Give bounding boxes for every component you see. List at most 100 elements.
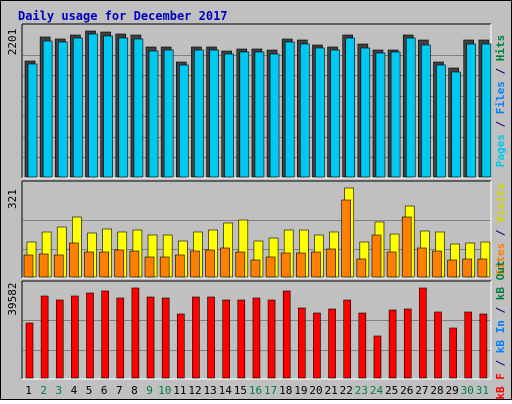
x-tick-label: 11	[173, 384, 186, 397]
chart-title: Daily usage for December 2017	[18, 9, 228, 23]
x-tick-label: 3	[56, 384, 63, 397]
bar-files	[194, 49, 204, 178]
bar-kbytes	[328, 308, 336, 379]
panel-sites: 321 Sites / Visits	[6, 180, 507, 279]
bar-sites	[144, 256, 155, 278]
bar-sites	[401, 216, 412, 278]
bar-kbytes	[282, 290, 291, 379]
x-tick-label: 13	[203, 384, 216, 397]
bar-sites	[205, 249, 215, 278]
bar-files	[42, 40, 53, 178]
x-tick-label: 26	[400, 384, 413, 397]
bar-files	[421, 44, 431, 178]
x-tick-label: 31	[476, 384, 489, 397]
bar-files	[57, 41, 68, 178]
bar-kbytes	[434, 311, 442, 379]
bar-sites	[356, 258, 367, 278]
bar-kbytes	[298, 307, 306, 379]
bar-files	[269, 53, 280, 178]
bar-files	[436, 64, 446, 178]
bar-files	[300, 43, 310, 178]
bar-kbytes	[25, 322, 34, 379]
x-tick-label: 20	[309, 384, 322, 397]
bar-sites	[38, 253, 49, 278]
bar-sites	[23, 254, 34, 278]
legend-hits: Pages / Files / Hits	[494, 35, 507, 168]
x-tick-label: 30	[461, 384, 474, 397]
bar-files	[88, 33, 98, 178]
bar-sites	[53, 254, 64, 278]
bar-files	[481, 43, 492, 178]
bar-sites	[280, 252, 291, 278]
x-tick-label: 21	[325, 384, 338, 397]
bar-files	[103, 35, 113, 178]
legend-sites: Sites / Visits	[494, 183, 507, 276]
x-tick-label: 14	[219, 384, 233, 397]
bar-kbytes	[358, 312, 367, 379]
legend-entry: /	[494, 353, 507, 373]
bar-kbytes	[252, 297, 261, 379]
bar-files	[148, 50, 159, 178]
legend-entry: /	[494, 300, 507, 320]
bar-sites	[326, 248, 336, 278]
bar-sites	[84, 251, 94, 278]
bar-files	[284, 41, 295, 178]
legend-kbytes: kB F / kB In / kB Out	[494, 260, 507, 399]
bar-files	[375, 52, 386, 178]
bar-kbytes	[146, 296, 155, 379]
legend-entry: /	[494, 61, 507, 81]
bar-kbytes	[116, 297, 125, 379]
bar-sites	[311, 251, 321, 278]
bar-files	[118, 37, 129, 178]
y-max-label-kbytes: 39582	[6, 282, 19, 315]
bar-sites	[190, 250, 200, 278]
bar-files	[27, 63, 38, 178]
bar-kbytes	[403, 308, 412, 379]
bar-files	[466, 43, 477, 178]
bar-kbytes	[388, 309, 397, 379]
bar-kbytes	[419, 287, 427, 379]
bar-kbytes	[86, 292, 94, 379]
bar-kbytes	[267, 299, 276, 379]
bar-files	[224, 53, 234, 178]
bar-kbytes	[71, 295, 79, 379]
legend-entry: Sites	[494, 243, 507, 276]
x-tick-label: 5	[86, 384, 93, 397]
legend-entry: /	[494, 223, 507, 243]
legend-entry: Visits	[494, 183, 507, 223]
x-tick-label: 24	[370, 384, 384, 397]
legend-entry: kB Out	[494, 260, 507, 300]
legend-entry: kB F	[494, 373, 507, 399]
x-tick-label: 19	[294, 384, 307, 397]
bar-sites	[462, 258, 473, 278]
bar-sites	[250, 259, 261, 278]
bar-files	[209, 49, 219, 178]
bar-files	[239, 51, 250, 178]
bar-kbytes	[479, 313, 488, 379]
x-tick-label: 16	[249, 384, 262, 397]
bar-sites	[371, 234, 382, 278]
bar-kbytes	[101, 290, 109, 379]
bar-sites	[159, 256, 170, 278]
legend-entry: Files	[494, 81, 507, 114]
bar-files	[178, 64, 189, 178]
bar-sites	[477, 258, 488, 278]
bar-files	[360, 47, 371, 178]
x-tick-label: 23	[355, 384, 368, 397]
legend-entry: /	[494, 114, 507, 134]
legend-entry: Hits	[494, 35, 507, 62]
legend-entry: Pages	[494, 134, 507, 167]
x-tick-label: 6	[101, 384, 108, 397]
bar-kbytes	[55, 299, 64, 379]
x-tick-label: 17	[264, 384, 277, 397]
bar-kbytes	[237, 299, 246, 379]
x-tick-label: 9	[146, 384, 153, 397]
bar-sites	[341, 199, 352, 278]
x-tick-label: 28	[430, 384, 443, 397]
bar-sites	[69, 242, 79, 278]
bar-files	[163, 49, 174, 178]
y-max-label-sites: 321	[6, 189, 19, 209]
bar-kbytes	[373, 335, 382, 379]
